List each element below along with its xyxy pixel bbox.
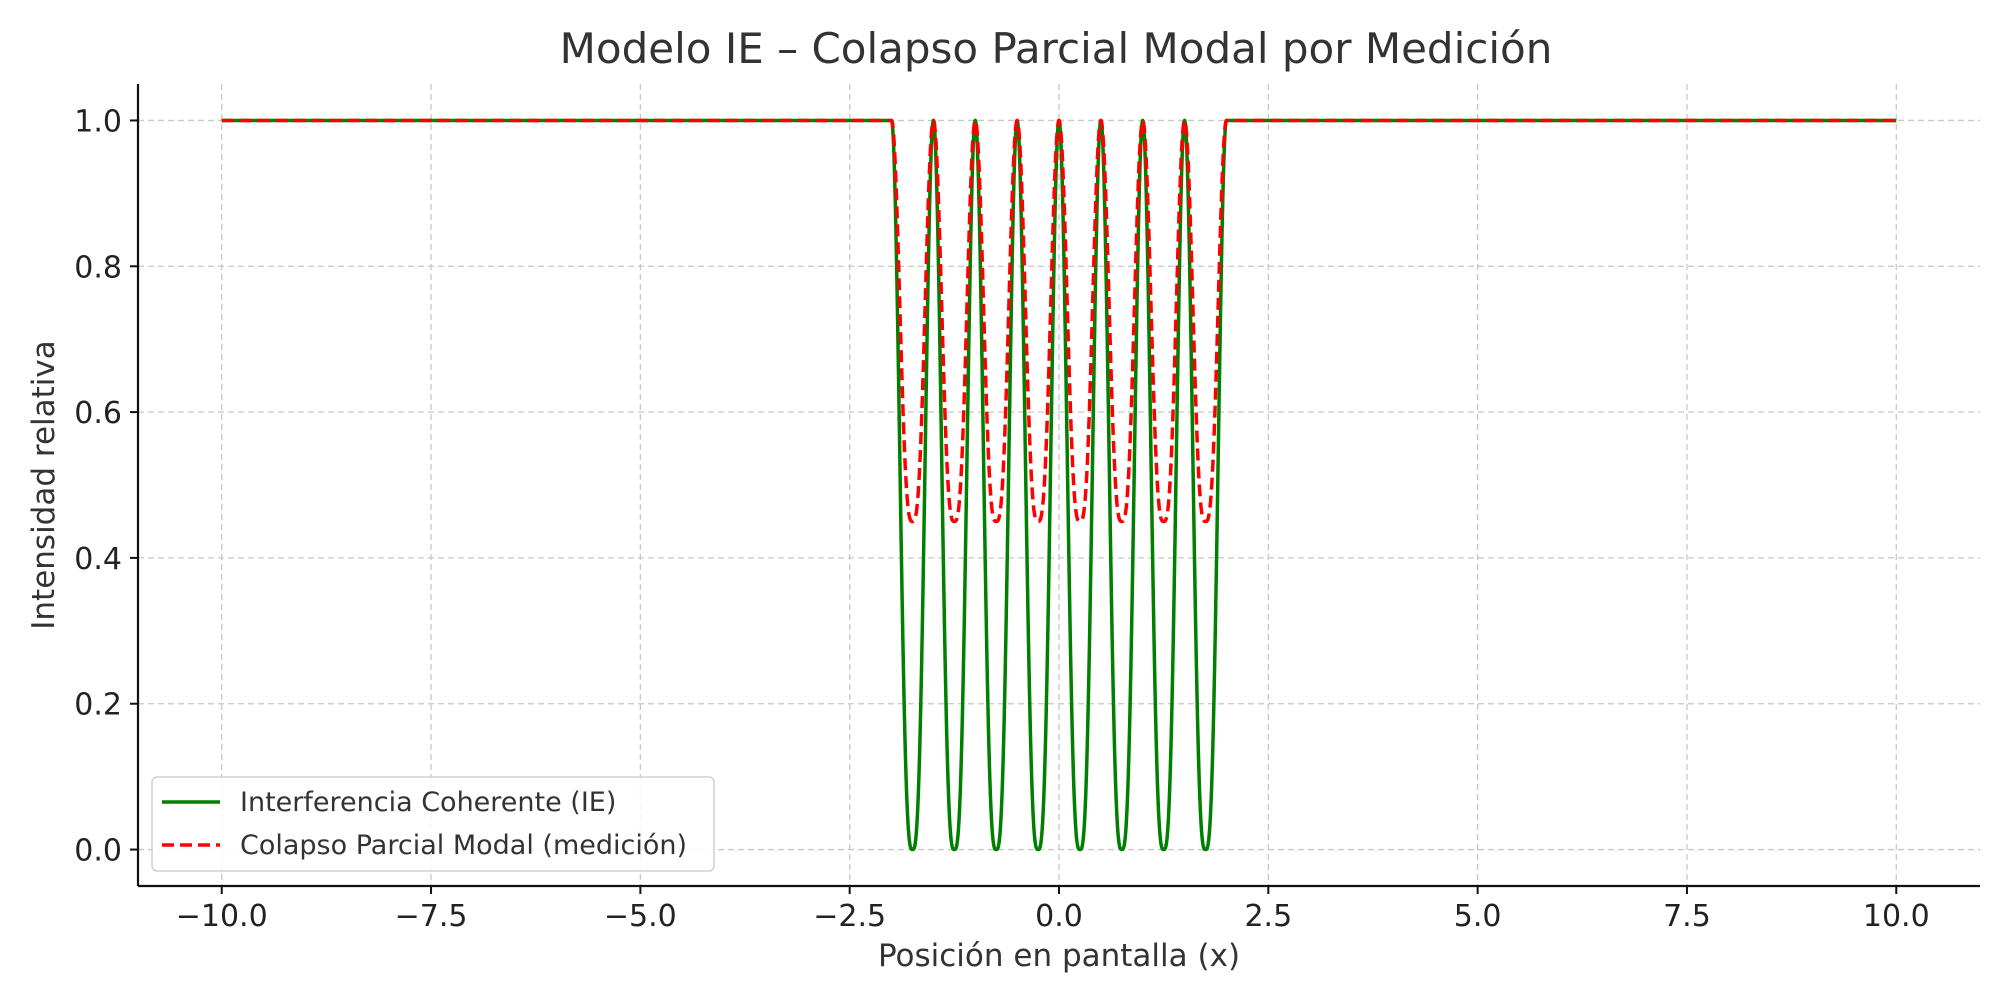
y-tick-label: 1.0 <box>74 104 122 139</box>
legend-frame <box>151 776 715 872</box>
y-tick-label: 0.0 <box>74 834 122 869</box>
y-tick-label: 0.6 <box>74 396 122 431</box>
ticks: −10.0 −7.5 −5.0 −2.5 0.0 2.5 5.0 7.5 10.0 0.0 0.2 0… <box>74 104 1929 934</box>
x-tick-label: −5.0 <box>604 899 677 934</box>
x-tick-label: −7.5 <box>395 899 468 934</box>
grid <box>138 84 1980 886</box>
x-tick-label: 5.0 <box>1454 899 1502 934</box>
y-axis-label: Intensidad relativa <box>26 340 62 630</box>
legend-label-coherent: Interferencia Coherente (IE) <box>240 787 616 818</box>
x-axis-label: Posición en pantalla (x) <box>878 938 1240 974</box>
x-tick-label: −2.5 <box>813 899 886 934</box>
x-tick-label: 0.0 <box>1035 899 1083 934</box>
plot-area <box>220 118 1898 852</box>
y-tick-label: 0.2 <box>74 688 122 723</box>
x-tick-label: 7.5 <box>1663 899 1711 934</box>
x-tick-label: 2.5 <box>1244 899 1292 934</box>
chart-title: Modelo IE – Colapso Parcial Modal por Me… <box>560 24 1553 73</box>
legend-label-measurement: Colapso Parcial Modal (medición) <box>240 830 687 861</box>
series-measurement-line <box>220 118 1898 524</box>
legend: Interferencia Coherente (IE) Colapso Par… <box>151 776 715 872</box>
y-tick-label: 0.4 <box>74 542 122 577</box>
x-tick-label: −10.0 <box>176 899 268 934</box>
y-tick-label: 0.8 <box>74 250 122 285</box>
x-tick-label: 10.0 <box>1863 899 1930 934</box>
